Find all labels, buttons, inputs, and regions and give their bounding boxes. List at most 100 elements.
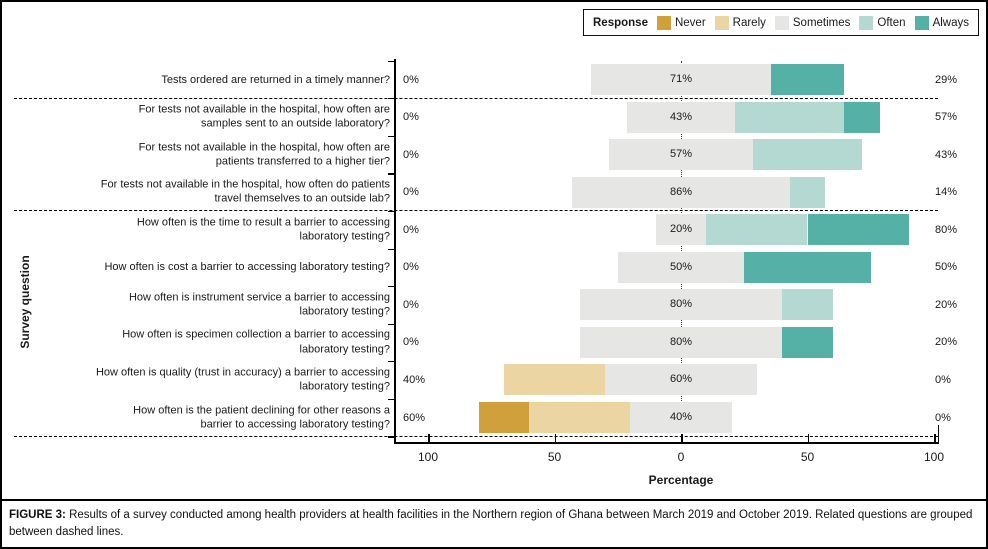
bar-segment-always <box>744 251 871 283</box>
x-axis-title: Percentage <box>648 473 714 487</box>
left-total-label: 40% <box>403 373 426 386</box>
question-label-line: laboratory testing? <box>299 230 391 243</box>
question-label-line: patients transferred to a higher tier? <box>215 155 390 168</box>
sometimes-percent-label: 50% <box>669 260 693 273</box>
figure-caption: FIGURE 3: Results of a survey conducted … <box>9 507 981 540</box>
bar-segment-always <box>807 214 909 246</box>
right-total-label: 20% <box>935 298 958 311</box>
x-axis-tick <box>428 434 430 443</box>
bar-segment-rarely <box>529 402 631 434</box>
group-separator-dashed-line <box>14 435 938 437</box>
figure-caption-text: Results of a survey conducted among heal… <box>9 509 973 538</box>
y-axis-tick <box>388 248 395 250</box>
left-total-label: 0% <box>403 111 419 124</box>
legend-swatch-always-icon <box>914 15 929 30</box>
right-total-label: 43% <box>935 148 958 161</box>
right-total-label: 80% <box>935 223 958 236</box>
right-total-label: 57% <box>935 111 958 124</box>
x-axis-tick-label: 100 <box>417 450 439 464</box>
bar-segment-often <box>753 139 862 171</box>
bar-segment-rarely <box>503 364 606 396</box>
left-total-label: 0% <box>403 261 419 274</box>
y-axis-line <box>394 59 396 443</box>
bar-segment-always <box>844 101 880 133</box>
legend-swatch-rarely-icon <box>714 15 729 30</box>
legend-item-rarely: Rarely <box>714 15 766 30</box>
left-total-label: 60% <box>403 411 426 424</box>
right-total-label: 29% <box>935 73 958 86</box>
x-axis-tick <box>807 434 809 443</box>
x-axis-tick <box>934 434 936 443</box>
legend-item-always: Always <box>914 15 969 30</box>
sometimes-percent-label: 80% <box>669 335 692 348</box>
bar-segment-often <box>735 101 845 133</box>
right-total-label: 50% <box>935 261 958 274</box>
bar-segment-sometimes <box>608 139 754 171</box>
question-label: How often is instrument service a barrie… <box>10 291 390 320</box>
legend-label-often: Often <box>877 16 906 29</box>
question-label: How often is cost a barrier to accessing… <box>10 260 390 274</box>
bar-segment-sometimes <box>579 326 783 358</box>
sometimes-percent-label: 71% <box>669 73 692 85</box>
question-label-line: barrier to accessing laboratory testing? <box>200 418 390 431</box>
group-separator-dashed-line <box>14 97 938 99</box>
legend-label-rarely: Rarely <box>732 16 766 29</box>
right-total-label: 0% <box>935 411 951 424</box>
x-axis-tick-label: 50 <box>547 450 562 464</box>
left-total-label: 0% <box>403 148 419 161</box>
question-label: For tests not available in the hospital,… <box>10 140 390 169</box>
bar-segment-often <box>706 214 808 246</box>
left-total-label: 0% <box>403 336 419 349</box>
left-total-label: 0% <box>403 223 419 236</box>
sometimes-percent-label: 43% <box>669 110 692 123</box>
y-axis-tick <box>388 361 395 363</box>
question-label: How often is the time to result a barrie… <box>10 215 390 244</box>
bar-segment-always <box>782 326 833 358</box>
bar-segment-always <box>770 64 845 95</box>
question-label-line: laboratory testing? <box>299 305 391 318</box>
question-label: For tests not available in the hospital,… <box>10 178 390 207</box>
y-axis-tick <box>388 398 395 400</box>
legend-label-always: Always <box>932 16 969 29</box>
question-label: How often is quality (trust in accuracy)… <box>10 366 390 395</box>
legend-item-never: Never <box>656 15 706 30</box>
x-axis-tick-label: 0 <box>677 450 685 464</box>
question-label-line: How often is cost a barrier to accessing… <box>104 261 390 274</box>
legend-label-sometimes: Sometimes <box>792 16 851 29</box>
legend-swatch-never-icon <box>656 15 671 30</box>
left-total-label: 0% <box>403 186 419 199</box>
bar-segment-often <box>782 289 833 321</box>
question-label-line: laboratory testing? <box>299 380 391 393</box>
question-label: How often is the patient declining for o… <box>10 403 390 432</box>
question-label-line: For tests not available in the hospital,… <box>138 141 390 154</box>
sometimes-percent-label: 60% <box>669 373 692 386</box>
bar-segment-sometimes <box>626 101 736 133</box>
bar-segment-sometimes <box>591 64 771 95</box>
sometimes-percent-label: 40% <box>669 411 692 424</box>
left-total-label: 0% <box>403 298 419 311</box>
y-axis-tick <box>388 173 395 175</box>
question-label-line: How often is the patient declining for o… <box>133 404 390 417</box>
question-label-line: For tests not available in the hospital,… <box>100 178 390 191</box>
y-axis-tick <box>388 436 395 438</box>
legend-item-sometimes: Sometimes <box>774 15 851 30</box>
bar-segment-never <box>478 402 530 434</box>
bar-segment-sometimes <box>605 364 757 396</box>
question-label-line: samples sent to an outside laboratory? <box>201 118 390 131</box>
x-axis-tick-label: 100 <box>923 450 945 464</box>
bar-segment-sometimes <box>579 289 783 321</box>
right-total-label: 0% <box>935 373 951 386</box>
sometimes-percent-label: 20% <box>669 223 692 236</box>
y-axis-tick <box>388 210 395 213</box>
question-label-line: laboratory testing? <box>299 343 391 356</box>
caption-divider-line <box>2 499 986 501</box>
legend-label-never: Never <box>674 16 706 29</box>
y-axis-tick <box>388 98 395 100</box>
bar-segment-often <box>789 176 826 208</box>
y-axis-tick <box>388 60 395 62</box>
legend-box: Response Never Rarely Sometimes Often Always <box>583 9 979 36</box>
legend-swatch-often-icon <box>859 15 874 30</box>
bar-segment-sometimes <box>572 176 790 208</box>
x-axis-tick <box>554 434 556 443</box>
